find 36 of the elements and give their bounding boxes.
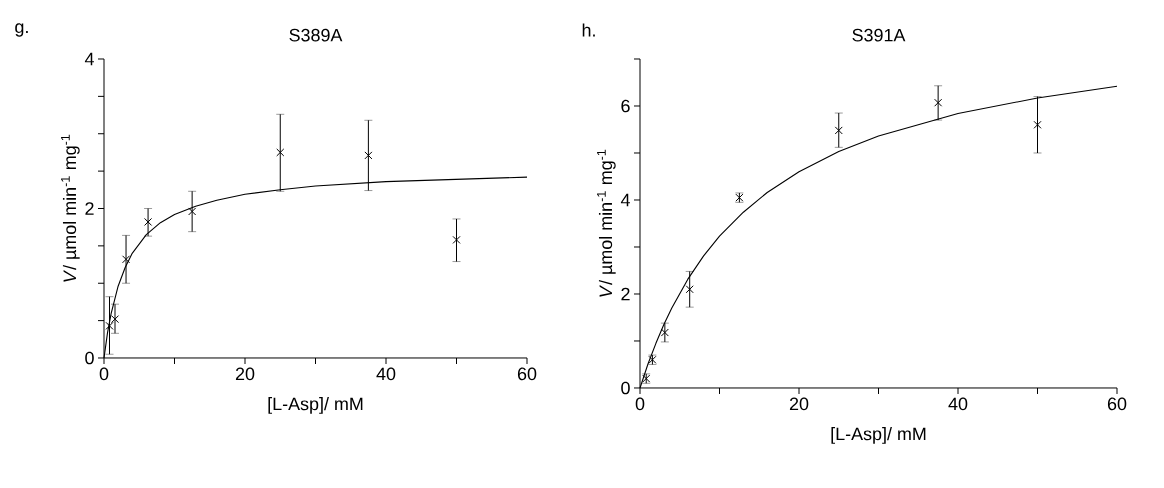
point [364, 151, 373, 160]
y-tick-label: 0 [621, 381, 630, 395]
y-tick-label: 4 [620, 193, 630, 207]
x-tick-label: 60 [1107, 397, 1127, 411]
point [934, 98, 943, 107]
chart-title: S391A [852, 28, 906, 42]
x-tick-label: 20 [789, 397, 809, 411]
point [122, 255, 131, 264]
point [452, 235, 461, 244]
point [276, 148, 285, 157]
text: h. [582, 23, 595, 37]
x-tick-label: 20 [235, 367, 255, 381]
x-tick-label: 40 [376, 367, 396, 381]
x-tick-label: 0 [99, 367, 109, 381]
point [834, 126, 843, 135]
point [110, 315, 120, 324]
y-axis-title: V/ µmol min$^{-1}$ mg$^{-1}$ [597, 149, 616, 297]
x-axis-title: [L-Asp]/ mM [268, 397, 363, 414]
x-tick-label: 0 [635, 397, 645, 411]
y-tick-label: 2 [621, 287, 630, 301]
point [1033, 120, 1042, 129]
point [660, 328, 669, 337]
text: g. [15, 23, 28, 37]
x-tick-label: 60 [517, 367, 537, 381]
y-tick-label: 4 [84, 52, 94, 66]
point [144, 217, 153, 226]
y-tick-label: 0 [85, 351, 94, 365]
point [105, 321, 114, 330]
y-tick-label: 2 [85, 202, 94, 215]
x-tick-label: 40 [948, 397, 968, 411]
y-tick-label: 6 [621, 99, 630, 113]
y-axis-title: V/ µmol min$^{-1}$ mg$^{-1}$ [61, 134, 80, 282]
chart-title: S389A [289, 28, 343, 42]
point [685, 285, 694, 294]
x-axis-title: [L-Asp]/ mM [831, 427, 926, 444]
point [188, 207, 197, 216]
